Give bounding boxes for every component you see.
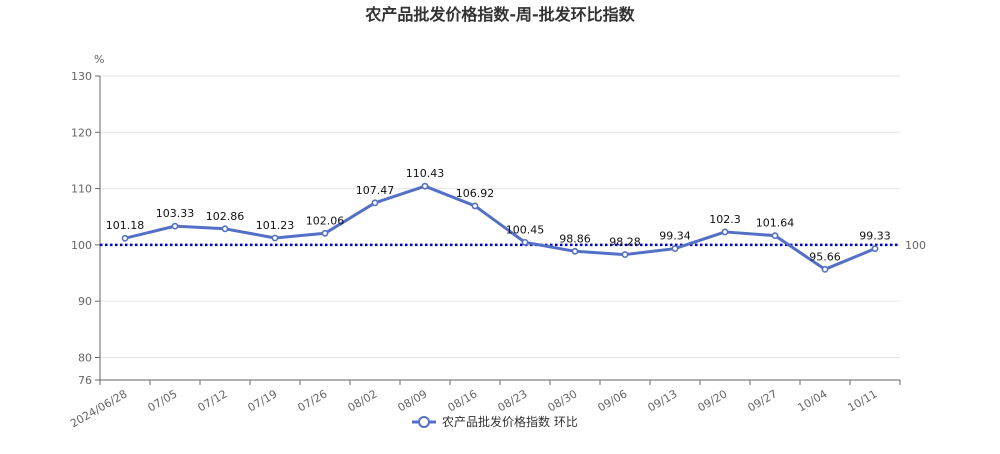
data-label: 100.45 — [506, 223, 545, 236]
data-label: 107.47 — [356, 184, 395, 197]
reference-line-label: 100 — [905, 239, 926, 252]
y-tick-label: 80 — [78, 351, 92, 364]
data-point — [721, 228, 729, 236]
data-point — [871, 245, 879, 253]
data-point — [271, 234, 279, 242]
x-tick-label: 09/13 — [646, 387, 680, 414]
data-label: 98.86 — [559, 232, 591, 245]
chart-title: 农产品批发价格指数-周-批发环比指数 — [364, 5, 635, 24]
data-point — [621, 251, 629, 258]
y-tick-label: 100 — [71, 239, 92, 252]
x-tick-label: 08/09 — [396, 387, 430, 414]
data-label: 102.86 — [206, 210, 245, 223]
x-tick-label: 08/16 — [446, 387, 480, 414]
x-tick-label: 07/05 — [146, 387, 180, 414]
data-label: 98.28 — [609, 236, 641, 249]
x-tick-label: 07/26 — [296, 387, 330, 414]
data-point — [471, 202, 479, 210]
data-point — [421, 182, 429, 190]
x-tick-label: 09/20 — [696, 387, 730, 414]
x-tick-label: 08/02 — [346, 387, 380, 414]
data-label: 99.33 — [859, 230, 891, 243]
x-tick-label: 07/12 — [196, 387, 230, 414]
data-point — [671, 245, 679, 253]
x-tick-label: 10/04 — [796, 387, 830, 414]
data-label: 101.64 — [756, 217, 795, 230]
x-tick-label: 08/30 — [546, 387, 580, 414]
data-label: 102.3 — [709, 213, 741, 226]
y-tick-label: 90 — [78, 295, 92, 308]
series-line — [124, 184, 876, 271]
series-group — [121, 182, 879, 273]
data-label: 102.06 — [306, 214, 345, 227]
y-tick-label: 120 — [71, 126, 92, 139]
x-tick-label: 2024/06/28 — [68, 387, 129, 430]
y-tick-label: 76 — [78, 374, 92, 387]
data-point — [121, 234, 129, 242]
y-tick-label: 130 — [71, 70, 92, 83]
data-label: 101.23 — [256, 219, 295, 232]
data-point — [771, 232, 779, 240]
x-tick-label: 07/19 — [246, 387, 280, 414]
x-tick-label: 09/06 — [596, 387, 630, 414]
y-axis-unit: % — [94, 53, 104, 66]
data-label: 106.92 — [456, 187, 495, 200]
data-point — [171, 222, 179, 230]
data-point — [521, 238, 529, 246]
data-point — [221, 225, 229, 233]
axes: 76 80 90 100 110 120 130 2024/06/28 07/05 07/12 07… — [68, 70, 901, 430]
data-label: 95.66 — [809, 250, 841, 263]
reference-line-group: 100 — [100, 239, 926, 252]
data-label: 110.43 — [406, 167, 445, 180]
data-point — [571, 247, 579, 255]
data-point — [371, 199, 379, 207]
data-label: 101.18 — [106, 219, 145, 232]
x-tick-label: 08/23 — [496, 387, 530, 414]
x-tick-label: 10/11 — [846, 387, 880, 414]
y-tick-label: 110 — [71, 183, 92, 196]
data-label: 99.34 — [659, 230, 691, 243]
data-label: 103.33 — [156, 207, 195, 220]
legend-label: 农产品批发价格指数 环比 — [442, 414, 578, 429]
data-point — [321, 229, 329, 237]
data-labels: 101.18 103.33 102.86 101.23 102.06 107.47 110.… — [106, 167, 891, 263]
data-point — [821, 265, 829, 273]
legend[interactable]: 农产品批发价格指数 环比 — [412, 414, 578, 429]
legend-marker-icon — [418, 416, 430, 428]
x-tick-label: 09/27 — [746, 387, 780, 414]
